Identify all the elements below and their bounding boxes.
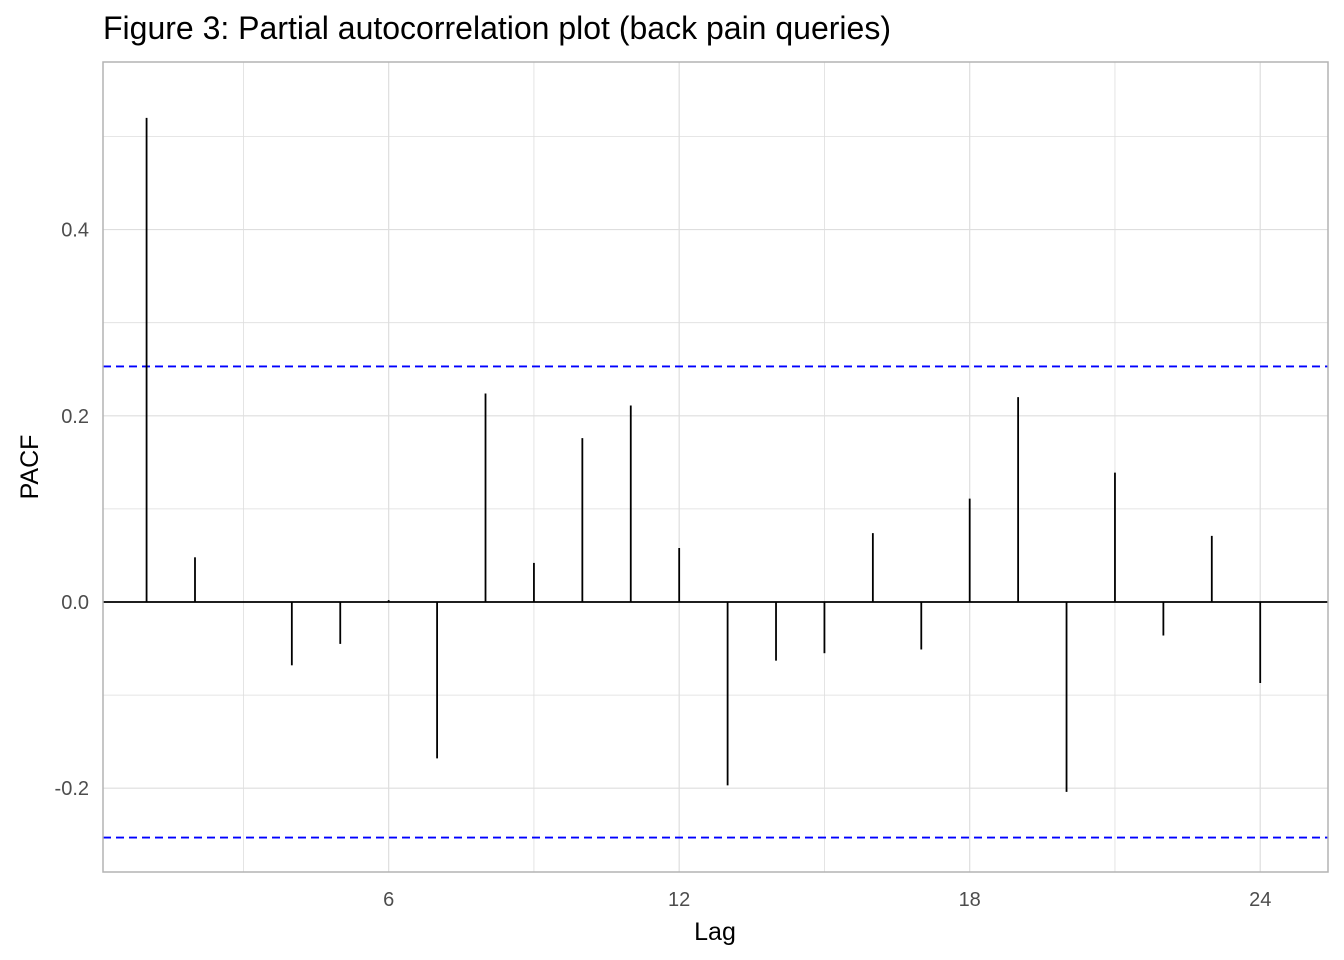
y-axis-ticks: -0.2 0.0 0.2 0.4 <box>55 220 89 801</box>
x-axis-title: Lag <box>694 918 736 946</box>
x-tick-label: 18 <box>959 889 981 911</box>
panel-border <box>102 61 1329 873</box>
y-axis-title: PACF <box>16 435 44 500</box>
y-tick-label: 0.4 <box>61 220 89 242</box>
x-axis-ticks: 6 12 18 24 <box>383 889 1271 911</box>
x-tick-label: 24 <box>1249 889 1271 911</box>
pacf-bars <box>103 117 1328 792</box>
x-tick-label: 12 <box>668 889 690 911</box>
significance-bounds <box>103 365 1328 839</box>
y-tick-label: 0.2 <box>61 406 89 428</box>
y-tick-label: -0.2 <box>55 778 89 800</box>
x-tick-label: 6 <box>383 889 394 911</box>
chart-title: Figure 3: Partial autocorrelation plot (… <box>103 10 891 46</box>
y-tick-label: 0.0 <box>61 592 89 614</box>
grid-lines <box>103 62 1328 872</box>
